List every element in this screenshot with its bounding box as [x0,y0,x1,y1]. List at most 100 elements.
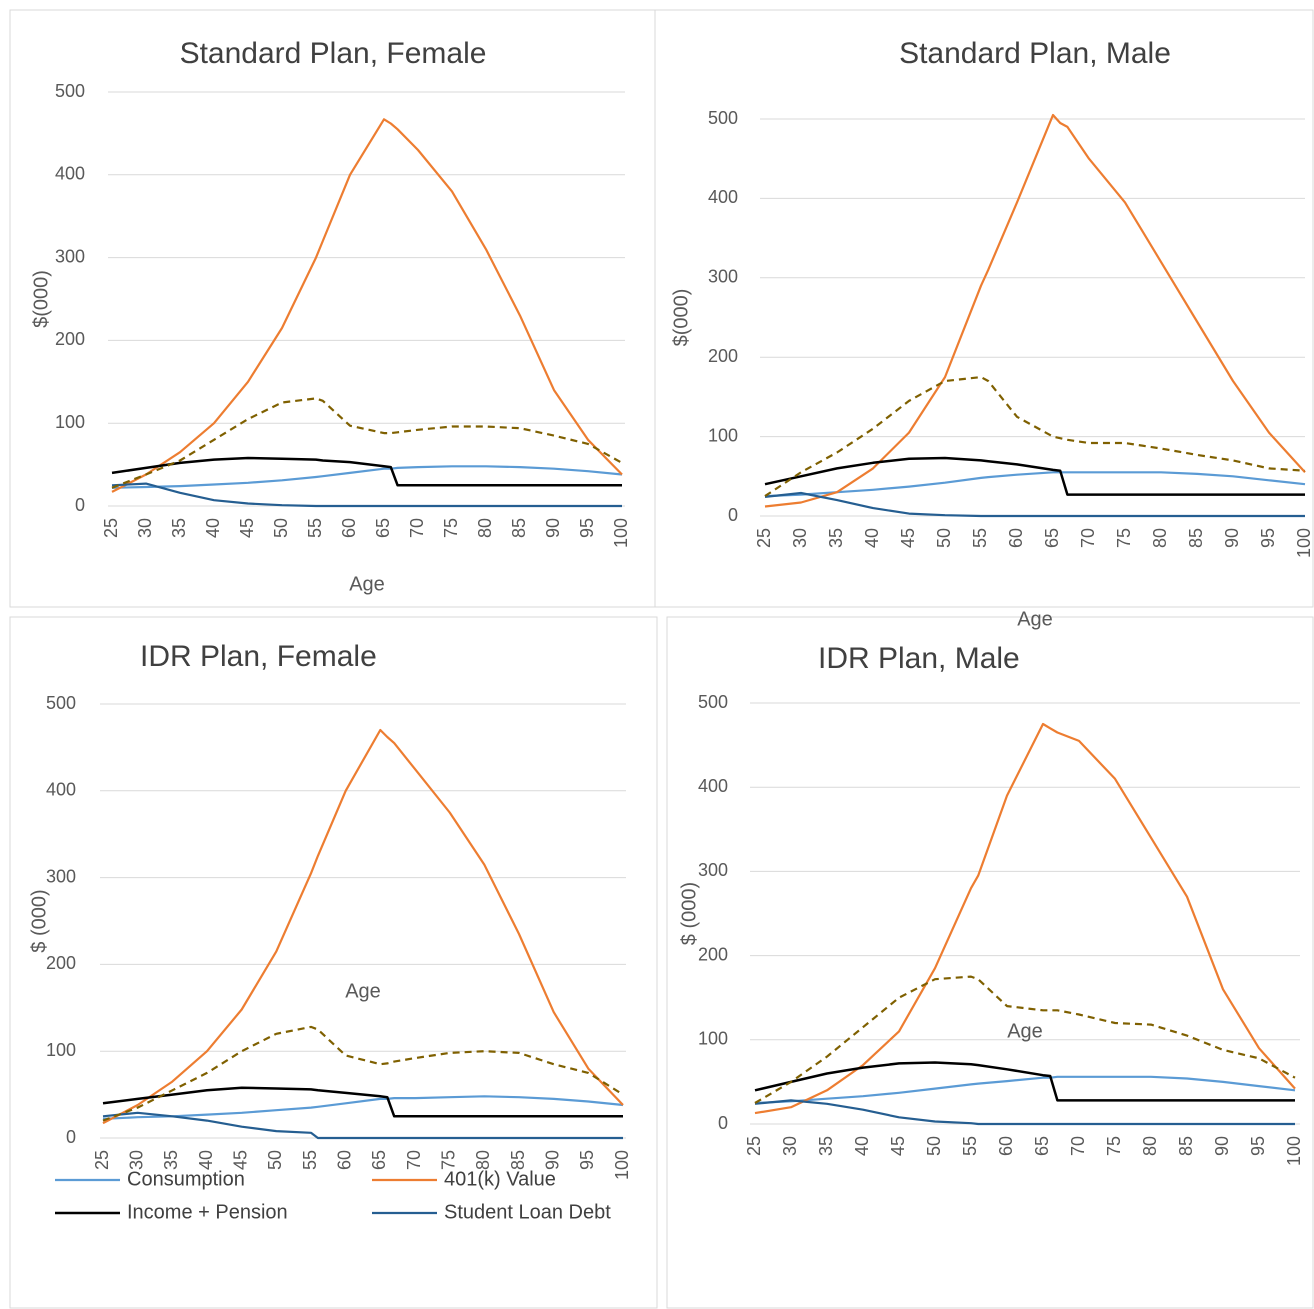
series-line [102,1111,623,1140]
x-tick-label: 100 [1284,1136,1304,1166]
chart-title: IDR Plan, Female [140,640,377,673]
x-tick-label: 50 [934,528,954,548]
x-tick-label: 60 [334,1150,354,1170]
x-tick-label: 65 [369,1150,389,1170]
x-tick-label: 95 [1248,1136,1268,1156]
series-line [102,1025,624,1122]
series-line [111,482,622,508]
series-line [754,1061,1295,1102]
y-tick-label: 100 [698,1029,728,1049]
x-tick-label: 55 [960,1136,980,1156]
x-tick-label: 95 [577,1150,597,1170]
y-tick-label: 200 [698,944,728,964]
y-axis-title: $ (000) [28,889,50,952]
y-tick-label: 300 [698,860,728,880]
x-tick-label: 60 [1006,528,1026,548]
y-tick-label: 200 [55,329,85,349]
x-tick-label: 45 [230,1150,250,1170]
panel-border [9,9,656,608]
x-tick-label: 95 [577,518,597,538]
x-tick-label: 35 [161,1150,181,1170]
x-tick-label: 80 [473,1150,493,1170]
x-tick-label: 65 [373,518,393,538]
x-axis-title: Age [349,573,385,595]
x-tick-label: 40 [196,1150,216,1170]
x-tick-label: 35 [816,1136,836,1156]
x-tick-label: 90 [1222,528,1242,548]
x-tick-label: 45 [898,528,918,548]
x-axis-title: Age [1007,1020,1043,1042]
y-tick-label: 500 [708,108,738,128]
x-tick-label: 90 [542,1150,562,1170]
x-tick-label: 40 [862,528,882,548]
series-line [111,397,623,489]
y-tick-label: 400 [55,164,85,184]
series-line [764,491,1305,518]
y-tick-label: 0 [75,495,85,515]
series-line [754,1075,1296,1105]
y-tick-label: 100 [708,425,738,445]
legend-label: Student Loan Debt [444,1201,611,1223]
series-line [111,465,623,489]
y-tick-label: 500 [698,692,728,712]
y-axis-title: $ (000) [678,882,700,945]
panel-border [9,616,658,1309]
x-tick-label: 80 [1150,528,1170,548]
legend-label: Consumption [127,1168,245,1190]
y-tick-label: 400 [46,780,76,800]
series-line [764,471,1306,498]
x-tick-label: 50 [924,1136,944,1156]
x-tick-label: 35 [169,518,189,538]
y-tick-label: 200 [46,953,76,973]
x-tick-label: 85 [1186,528,1206,548]
x-tick-label: 75 [1114,528,1134,548]
y-tick-label: 500 [46,693,76,713]
x-tick-label: 60 [339,518,359,538]
x-tick-label: 90 [1212,1136,1232,1156]
x-tick-label: 70 [1068,1136,1088,1156]
x-tick-label: 80 [475,518,495,538]
x-tick-label: 50 [265,1150,285,1170]
series-line [111,456,622,487]
series-line [754,975,1296,1104]
y-tick-label: 100 [55,412,85,432]
x-axis-title: Age [345,980,381,1002]
panel-border [666,616,1314,1309]
chart-title: IDR Plan, Male [818,642,1020,675]
series-line [754,1099,1295,1126]
x-tick-label: 70 [407,518,427,538]
x-tick-label: 55 [300,1150,320,1170]
x-tick-label: 85 [508,1150,528,1170]
x-tick-label: 75 [441,518,461,538]
series-line [764,456,1305,496]
y-tick-label: 200 [708,346,738,366]
series-line [102,728,624,1125]
x-tick-label: 100 [611,518,631,548]
series-line [754,722,1296,1115]
x-tick-label: 75 [1104,1136,1124,1156]
x-tick-label: 55 [970,528,990,548]
x-tick-label: 25 [92,1150,112,1170]
x-tick-label: 30 [135,518,155,538]
legend-label: Income + Pension [127,1201,288,1223]
series-line [111,118,623,493]
x-tick-label: 25 [754,528,774,548]
x-tick-label: 70 [1078,528,1098,548]
x-tick-label: 30 [780,1136,800,1156]
panel-border [654,9,1314,608]
x-tick-label: 80 [1140,1136,1160,1156]
y-tick-label: 300 [55,246,85,266]
x-tick-label: 70 [404,1150,424,1170]
x-tick-label: 100 [612,1150,632,1180]
y-tick-label: 0 [718,1113,728,1133]
x-axis-title: Age [1017,608,1053,630]
y-axis-title: $(000) [30,270,52,328]
y-tick-label: 400 [698,776,728,796]
x-tick-label: 100 [1294,528,1314,558]
x-tick-label: 65 [1032,1136,1052,1156]
legend-label: 401(k) Value [444,1168,556,1190]
series-line [764,113,1306,508]
x-tick-label: 95 [1258,528,1278,548]
x-tick-label: 45 [237,518,257,538]
